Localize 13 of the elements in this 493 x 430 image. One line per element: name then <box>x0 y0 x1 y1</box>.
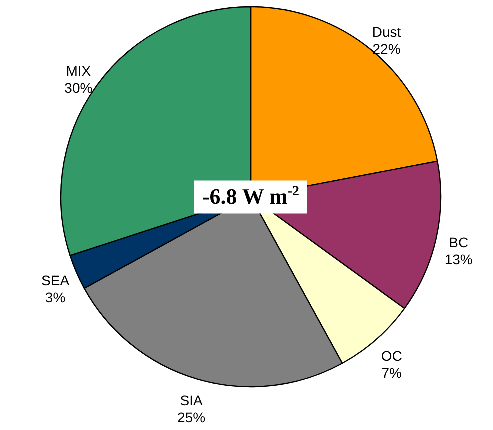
data-label: 25% <box>178 410 206 426</box>
data-label: 13% <box>444 251 473 268</box>
slice-label: SEA <box>42 272 70 289</box>
data-label: 3% <box>45 290 66 306</box>
slice-label: MIX <box>66 62 92 79</box>
slice-label: Dust <box>372 24 402 40</box>
slice-label: OC <box>381 348 402 364</box>
data-label: 30% <box>64 80 93 96</box>
text: -6.8 W m$^{-2}$ <box>194 180 308 214</box>
data-label: 7% <box>382 364 402 381</box>
slice-label: BC <box>449 234 469 250</box>
slice-label: SIA <box>180 392 204 409</box>
data-label: 22% <box>372 40 401 57</box>
